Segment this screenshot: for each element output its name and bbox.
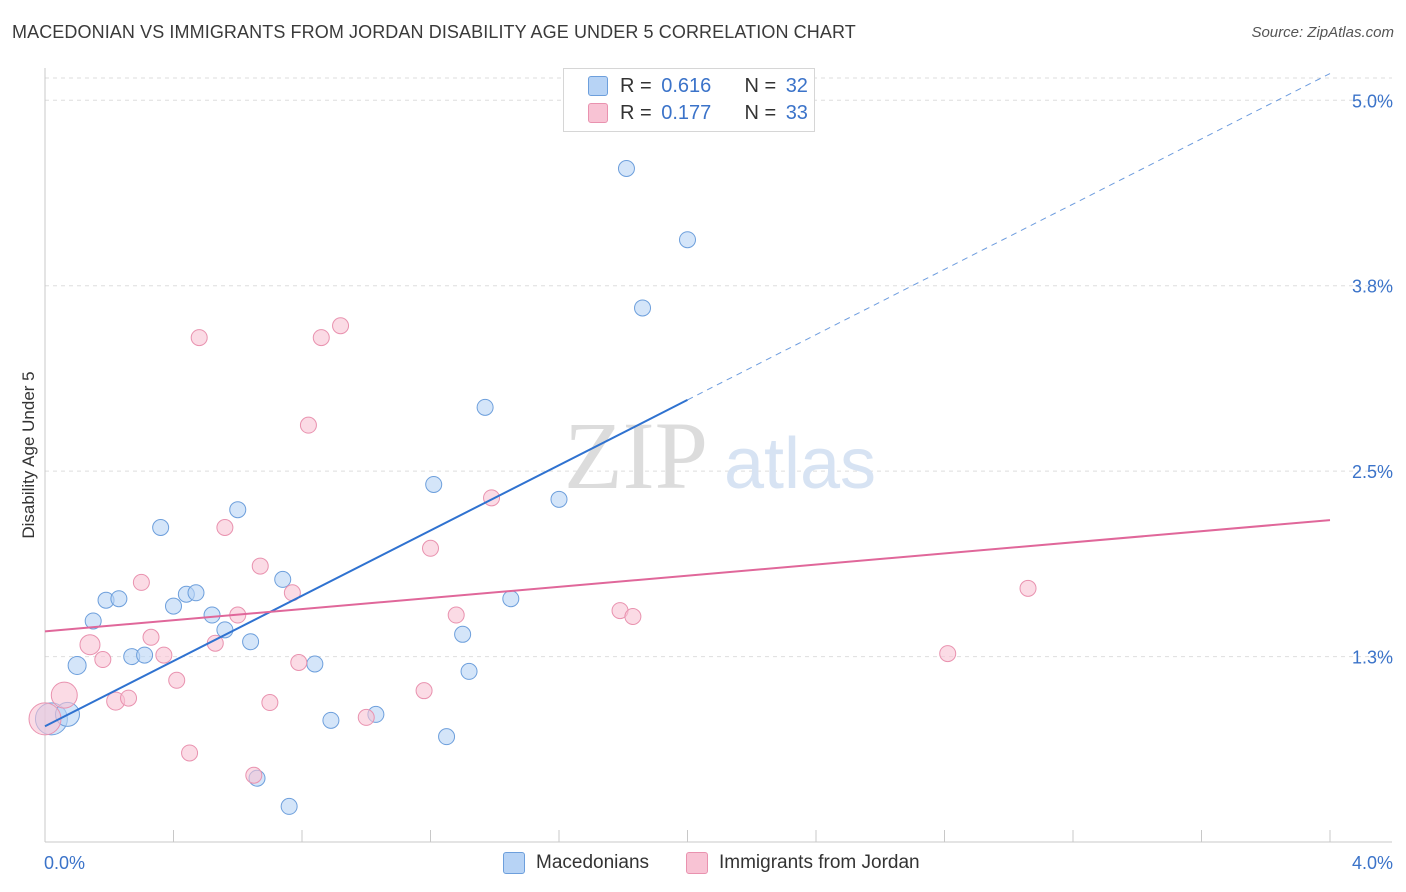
jordan-point (624, 608, 642, 626)
series-legend-macedonians: Macedonians (503, 852, 649, 874)
legend-r-label: R = (620, 101, 652, 124)
jordan-point (245, 766, 263, 784)
macedonian-point (322, 711, 340, 729)
y-tick-label: 3.8% (1352, 277, 1393, 297)
macedonian-point (165, 597, 182, 615)
macedonian-point (229, 501, 247, 519)
macedonian-point (306, 655, 324, 673)
source-label: Source: ZipAtlas.com (1251, 24, 1394, 41)
macedonian-point (84, 612, 102, 630)
jordan-point (168, 671, 186, 689)
macedonian-point (425, 475, 443, 493)
x-tick-label: 0.0% (44, 853, 85, 873)
correlation-legend: R = 0.616 N = 32 R = 0.177 N = 33 (563, 68, 815, 132)
series-swatch-pink (686, 852, 708, 874)
jordan-point (290, 653, 308, 671)
macedonian-point (187, 584, 205, 602)
jordan-point (50, 681, 78, 709)
y-axis-label: Disability Age Under 5 (19, 371, 38, 538)
legend-n-label: N = (744, 101, 777, 124)
jordan-point (142, 628, 160, 646)
legend-row-jordan: R = 0.177 N = 33 (588, 100, 808, 126)
jordan-point (415, 682, 433, 700)
series-swatch-blue (503, 852, 525, 874)
macedonian-point (280, 797, 298, 815)
jordan-point (312, 329, 330, 347)
macedonian-point (274, 570, 292, 588)
jordan-point (1019, 579, 1037, 597)
jordan-point (483, 489, 501, 507)
jordan-point (28, 702, 62, 736)
jordan-point (132, 573, 150, 591)
y-tick-label: 2.5% (1352, 462, 1393, 482)
macedonian-point (476, 398, 494, 416)
jordan-point (251, 557, 269, 575)
axes (44, 68, 1392, 843)
watermark-atlas: atlas (724, 424, 876, 504)
legend-swatch-pink (588, 103, 608, 123)
macedonian-point (550, 490, 568, 508)
legend-r-value: 0.616 (661, 74, 712, 97)
jordan-point (79, 634, 101, 656)
chart-title: MACEDONIAN VS IMMIGRANTS FROM JORDAN DIS… (12, 22, 856, 42)
macedonian-point (110, 590, 128, 608)
jordan-point (94, 651, 112, 669)
series-legend-label: Macedonians (536, 852, 650, 873)
y-tick-label: 5.0% (1352, 91, 1393, 111)
jordan-point (357, 708, 375, 726)
jordan-point (216, 518, 234, 536)
x-tick-label: 4.0% (1352, 853, 1393, 873)
macedonian-point (438, 728, 456, 746)
legend-swatch-blue (588, 76, 608, 96)
jordan-point (447, 606, 465, 624)
macedonian-point (679, 231, 696, 249)
macedonian-trend-line (44, 399, 688, 728)
series-legend-label: Immigrants from Jordan (719, 852, 920, 873)
watermark: ZIP atlas (564, 402, 876, 509)
legend-n-label: N = (744, 74, 777, 97)
trend-lines (44, 73, 1331, 728)
macedonian-point (136, 646, 154, 664)
macedonian-point (454, 625, 472, 643)
macedonian-point (203, 606, 221, 624)
macedonian-point (67, 655, 87, 675)
data-points (28, 159, 1037, 815)
gridlines (45, 77, 1392, 658)
legend-n-value: 33 (785, 101, 808, 124)
macedonian-point (502, 590, 520, 608)
jordan-point (155, 646, 173, 664)
jordan-point (190, 329, 208, 347)
legend-row-macedonians: R = 0.616 N = 32 (588, 73, 808, 99)
jordan-point (261, 694, 279, 712)
series-legend-jordan: Immigrants from Jordan (686, 852, 920, 874)
series-legend: Macedonians Immigrants from Jordan (0, 852, 1406, 878)
macedonian-point (617, 159, 635, 177)
jordan-point (939, 645, 957, 663)
legend-r-label: R = (620, 74, 652, 97)
legend-r-value: 0.177 (661, 101, 712, 124)
jordan-point (181, 744, 199, 762)
macedonian-point (152, 518, 170, 536)
legend-n-value: 32 (785, 74, 808, 97)
jordan-point (332, 317, 350, 335)
watermark-zip: ZIP (564, 402, 708, 509)
jordan-trend-line (44, 519, 1331, 633)
jordan-point (422, 539, 439, 557)
jordan-point (120, 689, 138, 707)
macedonian-point (634, 299, 652, 317)
y-tick-label: 1.3% (1352, 648, 1393, 668)
macedonian-point (460, 662, 478, 680)
macedonian-point (242, 633, 260, 651)
tick-labels: 1.3% 2.5% 3.8% 5.0% 0.0% 4.0% (44, 91, 1393, 873)
jordan-point (299, 416, 317, 434)
